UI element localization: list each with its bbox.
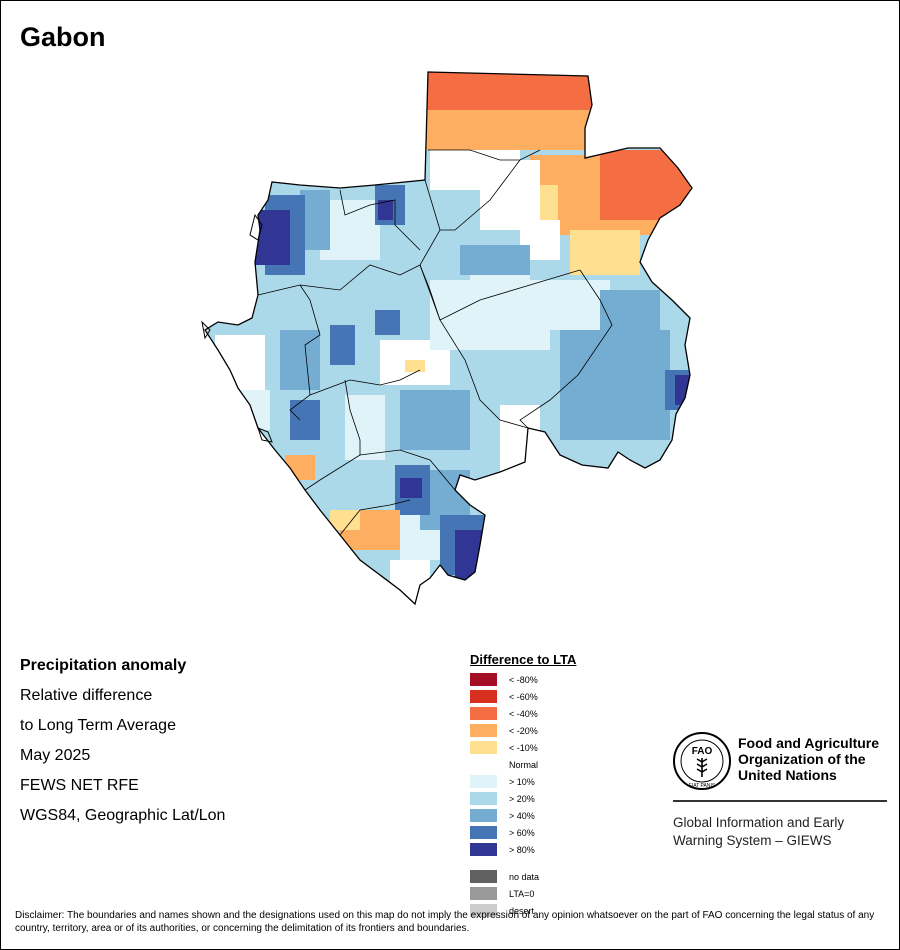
legend-swatch [470,673,497,686]
fao-name: Food and Agriculture Organization of the… [738,735,879,783]
legend-item: < -10% [470,739,576,756]
anomaly-patch [600,290,660,350]
legend-label: < -40% [509,708,538,719]
info-line: to Long Term Average [20,717,176,734]
map-legend: Difference to LTA < -80% < -60% < -40% < -2… [470,652,576,919]
giews-name: Global Information and Early Warning Sys… [673,814,844,850]
legend-swatch [470,707,497,720]
legend-item: > 80% [470,841,576,858]
legend-label: > 10% [509,776,535,787]
legend-extra: no data LTA=0 desert [470,868,576,919]
fao-logo-inner-ring [680,739,724,783]
anomaly-patch [400,390,470,450]
legend-item: > 20% [470,790,576,807]
info-line: Precipitation anomaly [20,657,187,674]
anomaly-patch [600,150,690,220]
legend-swatch [470,724,497,737]
legend-swatch [470,904,497,917]
disclaimer: Disclaimer: The boundaries and names sho… [15,910,875,934]
map-title: Gabon [20,22,106,52]
anomaly-patch [420,110,600,150]
legend-label: < -10% [509,742,538,753]
anomaly-patch [280,330,320,390]
province-boundaries [257,149,613,536]
anomaly-patch [540,280,610,330]
legend-swatch [470,870,497,883]
map-info-block: Precipitation anomaly Relative differenc… [20,655,225,835]
legend-item: desert [470,902,576,919]
fao-divider [673,800,887,802]
anomaly-patch [330,510,360,530]
fao-name-line: Food and Agriculture [738,735,880,751]
anomaly-patch [480,160,540,230]
legend-item: < -60% [470,688,576,705]
legend-swatch [470,826,497,839]
legend-swatch [470,843,497,856]
legend-label: desert [509,905,535,916]
fao-motto: FIAT PANIS [689,783,716,789]
legend-swatch [470,690,497,703]
anomaly-patch [455,530,485,580]
info-line: FEWS NET RFE [20,777,139,794]
legend-classes: < -80% < -60% < -40% < -20% < -10% Normal > 10… [470,671,576,858]
legend-item: Normal [470,756,576,773]
legend-label: no data [509,871,540,882]
legend-swatch [470,809,497,822]
info-line: May 2025 [20,747,91,764]
fao-name-line: Organization of the [738,751,866,767]
legend-spacer [470,858,576,868]
legend-label: LTA=0 [509,888,535,899]
anomaly-patch [430,280,550,350]
anomaly-patch [570,230,640,275]
info-line: WGS84, Geographic Lat/Lon [20,807,226,824]
info-line: Relative difference [20,687,153,704]
legend-label: > 80% [509,844,535,855]
legend-label: > 60% [509,827,535,838]
legend-label: Normal [509,759,539,770]
giews-line: Global Information and Early [673,815,845,830]
anomaly-patch [400,478,422,498]
anomaly-patch [215,335,265,395]
legend-swatch [470,775,497,788]
fao-name-line: United Nations [738,767,837,783]
giews-line: Warning System – GIEWS [673,833,832,848]
legend-swatch [470,792,497,805]
anomaly-patch [290,400,320,440]
fao-logo: FAO FIAT PANIS [673,732,731,790]
anomaly-patch [675,375,692,405]
legend-item: < -40% [470,705,576,722]
legend-item: > 10% [470,773,576,790]
legend-swatch [470,758,497,771]
anomaly-patch [405,360,425,372]
legend-item: > 60% [470,824,576,841]
anomaly-patch [330,325,355,365]
fao-logo-ring [673,732,731,790]
anomaly-patch [345,395,385,460]
legend-swatch [470,741,497,754]
legend-label: > 20% [509,793,535,804]
legend-item: no data [470,868,576,885]
wheat-icon [696,758,708,777]
legend-label: < -20% [509,725,538,736]
anomaly-map [201,71,693,605]
anomaly-patch [230,390,270,430]
legend-swatch [470,887,497,900]
anomaly-patch [378,200,393,220]
legend-item: < -80% [470,671,576,688]
legend-item: LTA=0 [470,885,576,902]
legend-label: < -60% [509,691,538,702]
coastal-islands [201,213,273,443]
fao-logo-text: FAO [692,746,713,757]
legend-label: < -80% [509,674,538,685]
anomaly-patch [460,245,530,275]
legend-title: Difference to LTA [470,652,577,667]
legend-item: > 40% [470,807,576,824]
anomaly-patch [375,310,400,335]
legend-label: > 40% [509,810,535,821]
anomaly-patch [470,72,590,105]
legend-item: < -20% [470,722,576,739]
